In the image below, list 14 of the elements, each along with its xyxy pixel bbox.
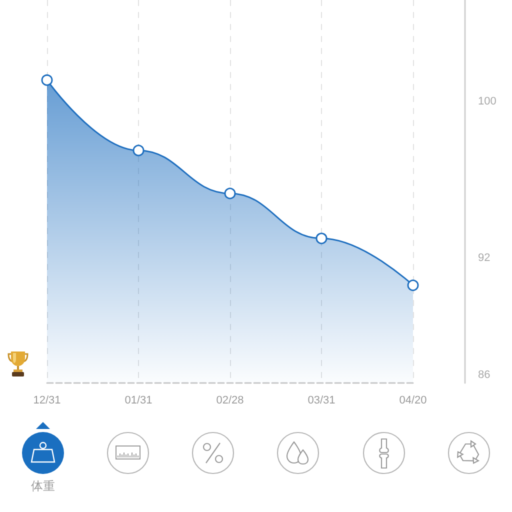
y-tick-label: 100 — [478, 96, 496, 108]
point — [41, 74, 53, 86]
point — [224, 188, 236, 200]
point — [132, 144, 144, 156]
y-tick-label: 92 — [478, 252, 490, 264]
x-tick-label: 03/31 — [308, 394, 336, 406]
y-tick-label: 86 — [478, 369, 490, 382]
point — [407, 280, 419, 292]
point — [316, 232, 328, 244]
text: 体重 — [30, 478, 56, 494]
x-tick-label: 02/28 — [216, 394, 244, 406]
x-tick-label: 04/20 — [399, 394, 427, 406]
x-tick-label: 12/31 — [33, 394, 61, 406]
x-tick-label: 01/31 — [124, 394, 152, 406]
